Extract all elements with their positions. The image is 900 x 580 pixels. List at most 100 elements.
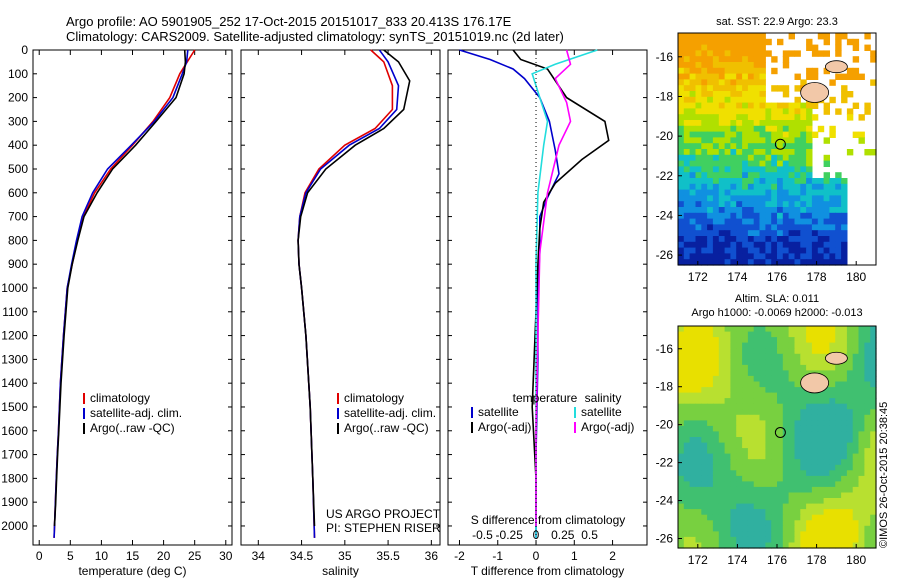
sst-map-cell — [870, 79, 877, 86]
sst-map-cell — [777, 183, 784, 191]
sst-map-cell — [829, 125, 836, 133]
sla-map-cell — [689, 536, 696, 543]
sla-map-cell — [701, 414, 708, 421]
sst-map-cell — [782, 108, 790, 115]
sst-map-cell — [701, 160, 708, 167]
sst-map-cell — [852, 44, 860, 51]
sla-map-cell — [730, 520, 737, 527]
sst-map-cell — [701, 253, 708, 260]
sla-map-cell — [823, 459, 830, 466]
temperature-series-line — [53, 49, 189, 538]
sst-map-cell — [712, 178, 720, 185]
sla-map-cell — [806, 503, 813, 510]
sst-map-cell — [806, 137, 813, 144]
sla-map-cell — [724, 486, 731, 493]
sla-map-cell — [870, 475, 877, 482]
sst-map-cell — [695, 91, 702, 98]
sst-map-cell — [718, 183, 726, 191]
sst-map-cell — [678, 201, 685, 208]
sla-map-cell — [724, 364, 731, 371]
sla-map-cell — [829, 475, 836, 482]
sla-map-cell — [759, 326, 766, 333]
sst-map-cell — [736, 212, 743, 220]
sst-map-cell — [806, 125, 813, 133]
sst-map-cell — [695, 236, 702, 243]
sst-map-cell — [765, 259, 772, 266]
sla-map-cell — [829, 509, 836, 516]
sla-map-cell — [794, 431, 801, 438]
sla-map-cell — [777, 392, 784, 399]
sla-map-cell — [765, 437, 772, 444]
sla-map-cell — [765, 542, 772, 549]
sst-map-cell — [759, 195, 766, 202]
sst-map-cell — [782, 166, 790, 173]
sla-map-cell — [864, 509, 871, 516]
sst-map-cell — [695, 96, 702, 104]
sla-map-cell — [701, 348, 708, 355]
sla-map-cell — [777, 381, 784, 388]
sla-map-cell — [730, 481, 737, 488]
sla-map-cell — [718, 370, 726, 377]
sst-map-cell — [736, 62, 743, 69]
sla-map-cell — [777, 348, 784, 355]
sst-map-cell — [718, 195, 726, 202]
sla-map-cell — [817, 448, 825, 455]
sst-map-cell — [730, 56, 737, 63]
sst-map-cell — [800, 224, 807, 231]
sla-map-cell — [858, 442, 865, 449]
sst-map-cell — [829, 253, 836, 260]
sst-map-cell — [753, 212, 761, 220]
sla-map-cell — [689, 381, 696, 388]
sla-map-cell — [777, 542, 784, 549]
sla-map-cell — [730, 498, 737, 505]
sla-map-cell — [858, 486, 865, 493]
sla-map-cell — [753, 414, 761, 421]
sst-map-cell — [782, 218, 790, 225]
sst-map-cell — [788, 253, 795, 260]
sst-map-cell — [759, 131, 766, 138]
sla-map-cell — [782, 420, 790, 427]
sla-map-cell — [742, 498, 749, 505]
sla-map-cell — [730, 453, 737, 460]
depth-tick-label: 1500 — [1, 400, 28, 414]
sla-map-cell — [730, 431, 737, 438]
sst-map-cell — [747, 178, 755, 185]
temperature-x-tick-label: 0 — [36, 549, 43, 563]
sla-map-cell — [858, 342, 865, 349]
sla-map-cell — [835, 425, 842, 432]
sla-map-cell — [852, 403, 860, 410]
difference-legend-label: Argo(-adj) — [478, 420, 531, 434]
sla-map-cell — [811, 425, 819, 432]
sla-map-cell — [829, 425, 836, 432]
sst-map-cell — [683, 44, 691, 51]
sla-map-cell — [712, 509, 720, 516]
sla-map-cell — [707, 337, 714, 344]
sla-map-cell — [736, 492, 743, 499]
sla-map-cell — [701, 331, 708, 338]
sla-map-cell — [742, 381, 749, 388]
sst-map-cell — [823, 201, 830, 208]
sla-map-cell — [736, 520, 743, 527]
sla-map-cell — [747, 542, 755, 549]
sst-map-cell — [683, 253, 691, 260]
sst-map-cell — [695, 62, 702, 69]
sst-map-cell — [771, 108, 778, 115]
sla-map-cell — [759, 437, 766, 444]
sst-map-cell — [718, 120, 726, 127]
sla-map-cell — [695, 425, 702, 432]
sla-map-cell — [870, 509, 877, 516]
sla-map-cell — [765, 431, 772, 438]
sla-map-cell — [782, 464, 790, 471]
sla-map-cell — [759, 398, 766, 405]
sla-map-cell — [858, 475, 865, 482]
sst-map-cell — [829, 201, 836, 208]
sst-map-cell — [701, 149, 708, 156]
sla-map-cell — [753, 370, 761, 377]
sla-map-cell — [765, 453, 772, 460]
sst-map-cell — [771, 189, 778, 196]
sst-map-cell — [753, 38, 761, 46]
sst-map-cell — [771, 259, 778, 266]
sla-map-cell — [823, 387, 830, 394]
sla-map-cell — [817, 453, 825, 460]
sst-map-cell — [759, 207, 766, 214]
